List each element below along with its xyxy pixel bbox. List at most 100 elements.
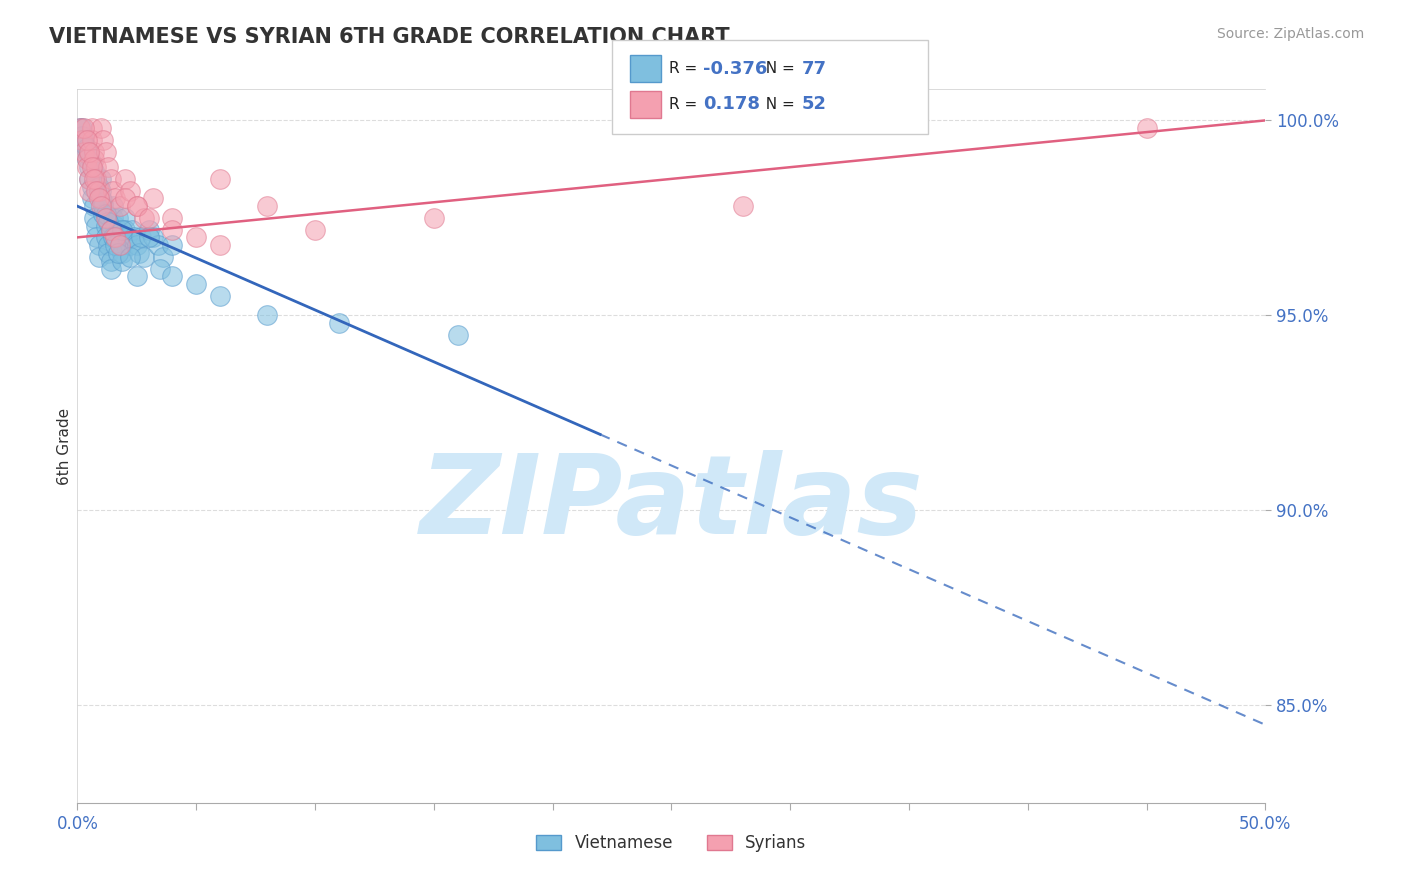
Point <box>132 250 155 264</box>
Point <box>97 160 120 174</box>
Point <box>111 222 134 236</box>
Point <box>108 238 131 252</box>
Point <box>69 121 91 136</box>
Point <box>142 230 165 244</box>
Point <box>93 133 115 147</box>
Point <box>77 160 100 174</box>
Point <box>115 230 138 244</box>
Point <box>80 156 103 170</box>
Point <box>100 172 122 186</box>
Point <box>93 207 115 221</box>
Point <box>104 230 127 244</box>
Text: 0.178: 0.178 <box>703 95 761 113</box>
Point <box>76 145 98 159</box>
Point <box>111 253 134 268</box>
Point <box>208 238 231 252</box>
Point <box>108 238 131 252</box>
Point <box>83 145 105 159</box>
Point <box>87 238 110 252</box>
Text: ZIPatlas: ZIPatlas <box>419 450 924 557</box>
Point <box>107 246 129 260</box>
Text: 52: 52 <box>801 95 827 113</box>
Point <box>124 230 146 244</box>
Point <box>97 215 120 229</box>
Point <box>118 250 141 264</box>
Point <box>132 211 155 225</box>
Point <box>146 238 169 252</box>
Point <box>731 199 754 213</box>
Point <box>162 211 184 225</box>
Point <box>108 199 131 213</box>
Point <box>138 222 160 236</box>
Point <box>83 172 105 186</box>
Text: VIETNAMESE VS SYRIAN 6TH GRADE CORRELATION CHART: VIETNAMESE VS SYRIAN 6TH GRADE CORRELATI… <box>49 27 730 46</box>
Point <box>83 164 105 178</box>
Point <box>107 222 129 236</box>
Point <box>131 230 153 244</box>
Point <box>80 191 103 205</box>
Point <box>94 145 117 159</box>
Text: -0.376: -0.376 <box>703 60 768 78</box>
Point <box>77 184 100 198</box>
Point <box>100 253 122 268</box>
Text: R =: R = <box>669 97 703 112</box>
Point <box>80 160 103 174</box>
Point <box>114 172 136 186</box>
Point <box>100 261 122 276</box>
Text: Source: ZipAtlas.com: Source: ZipAtlas.com <box>1216 27 1364 41</box>
Point <box>100 222 122 236</box>
Point <box>70 121 93 136</box>
Point <box>76 133 98 147</box>
Point <box>162 269 184 284</box>
Point <box>138 230 160 244</box>
Point <box>86 230 108 244</box>
Point <box>76 153 98 167</box>
Point <box>90 184 112 198</box>
Point <box>87 179 110 194</box>
Point <box>77 172 100 186</box>
Point <box>111 246 134 260</box>
Text: 77: 77 <box>801 60 827 78</box>
Point <box>128 246 150 260</box>
Point <box>100 222 122 236</box>
Legend: Vietnamese, Syrians: Vietnamese, Syrians <box>530 828 813 859</box>
Point <box>118 184 141 198</box>
Point <box>93 199 115 213</box>
Point <box>114 222 136 236</box>
Point <box>125 238 148 252</box>
Point <box>86 184 108 198</box>
Point <box>186 277 208 292</box>
Point <box>104 238 127 252</box>
Point <box>87 191 110 205</box>
Point <box>101 230 124 244</box>
Point <box>101 184 124 198</box>
Point <box>93 195 115 210</box>
Point <box>73 133 96 147</box>
Point <box>208 172 231 186</box>
Point <box>80 179 103 194</box>
Point <box>328 316 350 330</box>
Point <box>104 191 127 205</box>
Point <box>73 145 96 159</box>
Point <box>152 250 174 264</box>
Point <box>162 222 184 236</box>
Point <box>114 211 136 225</box>
Text: R =: R = <box>669 62 703 76</box>
Text: N =: N = <box>756 97 800 112</box>
Point <box>108 230 131 244</box>
Point <box>70 133 93 147</box>
Point <box>76 160 98 174</box>
Point <box>97 246 120 260</box>
Point <box>77 172 100 186</box>
Point <box>142 191 165 205</box>
Point <box>70 128 93 143</box>
Point <box>83 153 105 167</box>
Point <box>125 199 148 213</box>
Point <box>94 219 117 233</box>
Point <box>208 289 231 303</box>
Point <box>94 207 117 221</box>
Point <box>101 199 124 213</box>
Point <box>87 250 110 264</box>
Point <box>121 222 143 236</box>
Point <box>304 222 326 236</box>
